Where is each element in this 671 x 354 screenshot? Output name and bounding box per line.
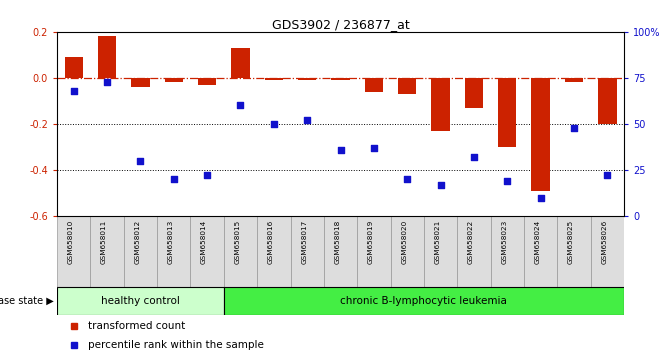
Point bbox=[102, 79, 113, 84]
Bar bbox=[298, 78, 316, 80]
Bar bbox=[498, 78, 517, 147]
Text: transformed count: transformed count bbox=[88, 321, 185, 331]
Text: GSM658016: GSM658016 bbox=[268, 219, 274, 264]
Text: GSM658013: GSM658013 bbox=[168, 219, 174, 264]
Bar bbox=[558, 216, 590, 287]
Bar bbox=[224, 287, 624, 315]
Text: GSM658022: GSM658022 bbox=[468, 219, 474, 264]
Bar bbox=[231, 48, 250, 78]
Text: disease state ▶: disease state ▶ bbox=[0, 296, 54, 306]
Text: GSM658011: GSM658011 bbox=[101, 219, 107, 264]
Point bbox=[68, 88, 79, 93]
Text: GSM658018: GSM658018 bbox=[335, 219, 341, 264]
Bar bbox=[57, 216, 91, 287]
Bar bbox=[91, 216, 123, 287]
Text: GSM658015: GSM658015 bbox=[234, 219, 240, 264]
Point bbox=[168, 176, 179, 182]
Point bbox=[268, 121, 279, 127]
Text: GSM658025: GSM658025 bbox=[568, 219, 574, 264]
Point bbox=[502, 178, 513, 184]
Bar bbox=[590, 216, 624, 287]
Text: GSM658014: GSM658014 bbox=[201, 219, 207, 264]
Bar bbox=[264, 78, 283, 80]
Bar bbox=[424, 216, 457, 287]
Point bbox=[468, 154, 479, 160]
Text: GSM658019: GSM658019 bbox=[368, 219, 374, 264]
Point bbox=[368, 145, 379, 151]
Text: GSM658012: GSM658012 bbox=[134, 219, 140, 264]
Text: chronic B-lymphocytic leukemia: chronic B-lymphocytic leukemia bbox=[340, 296, 507, 306]
Bar bbox=[465, 78, 483, 108]
Text: GSM658023: GSM658023 bbox=[501, 219, 507, 264]
Bar bbox=[398, 78, 417, 94]
Point bbox=[336, 147, 346, 153]
Bar bbox=[64, 57, 83, 78]
Point bbox=[302, 118, 313, 123]
Point bbox=[435, 182, 446, 188]
Bar bbox=[57, 287, 224, 315]
Bar bbox=[457, 216, 491, 287]
Bar bbox=[123, 216, 157, 287]
Text: healthy control: healthy control bbox=[101, 296, 180, 306]
Bar bbox=[191, 216, 224, 287]
Point bbox=[235, 103, 246, 108]
Text: GSM658017: GSM658017 bbox=[301, 219, 307, 264]
Bar bbox=[331, 78, 350, 80]
Title: GDS3902 / 236877_at: GDS3902 / 236877_at bbox=[272, 18, 409, 31]
Bar bbox=[524, 216, 558, 287]
Bar bbox=[224, 216, 257, 287]
Point bbox=[402, 176, 413, 182]
Bar bbox=[598, 78, 617, 124]
Bar bbox=[491, 216, 524, 287]
Bar bbox=[157, 216, 191, 287]
Bar bbox=[365, 78, 383, 92]
Text: percentile rank within the sample: percentile rank within the sample bbox=[88, 340, 264, 350]
Text: GSM658020: GSM658020 bbox=[401, 219, 407, 264]
Text: GSM658026: GSM658026 bbox=[601, 219, 607, 264]
Bar bbox=[324, 216, 357, 287]
Bar bbox=[531, 78, 550, 190]
Bar bbox=[198, 78, 216, 85]
Bar bbox=[257, 216, 291, 287]
Bar bbox=[98, 36, 116, 78]
Bar bbox=[164, 78, 183, 82]
Point bbox=[602, 173, 613, 178]
Point bbox=[135, 158, 146, 164]
Point bbox=[202, 173, 213, 178]
Bar bbox=[391, 216, 424, 287]
Text: GSM658010: GSM658010 bbox=[68, 219, 74, 264]
Point bbox=[568, 125, 579, 130]
Text: GSM658024: GSM658024 bbox=[535, 219, 541, 264]
Bar bbox=[132, 78, 150, 87]
Point bbox=[535, 195, 546, 200]
Text: GSM658021: GSM658021 bbox=[435, 219, 441, 264]
Bar bbox=[291, 216, 324, 287]
Bar bbox=[431, 78, 450, 131]
Bar bbox=[357, 216, 391, 287]
Bar bbox=[565, 78, 583, 82]
